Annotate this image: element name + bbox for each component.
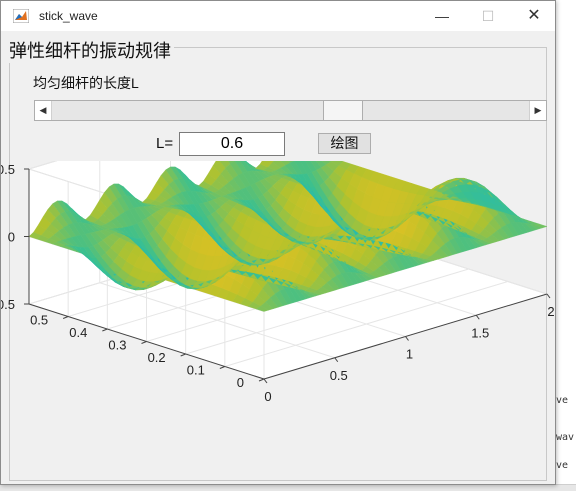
length-slider[interactable]: ◀ ▶ <box>34 100 547 121</box>
surface-mesh <box>28 161 548 312</box>
panel-title: 弹性细杆的振动规律 <box>6 37 174 63</box>
slider-left-arrow-icon[interactable]: ◀ <box>35 101 52 120</box>
x-tick-label: 0.5 <box>330 368 348 383</box>
y-tick-label: 0 <box>237 375 244 390</box>
y-tick <box>258 378 265 382</box>
y-tick-label: 0.2 <box>148 350 166 365</box>
x-tick <box>546 293 551 299</box>
z-tick-label: 0 <box>8 230 15 245</box>
background-text: wav <box>556 432 575 443</box>
surface-plot: 0 0.5 1 1.5 2 0 0.1 0.2 0.3 0.4 0.5 -0.5 0 0.5 <box>1 161 555 404</box>
title-bar[interactable]: stick_wave — ☐ ✕ <box>1 1 555 31</box>
matlab-icon <box>13 9 29 23</box>
y-tick-label: 0.5 <box>30 313 48 328</box>
z-tick-label: 0.5 <box>1 162 15 177</box>
x-tick <box>263 378 268 384</box>
length-input[interactable] <box>179 132 285 156</box>
y-tick-label: 0.4 <box>69 325 87 340</box>
x-tick-label: 1.5 <box>471 325 489 340</box>
grid-line <box>185 268 469 355</box>
surface-patch <box>270 161 275 163</box>
y-tick <box>219 366 226 369</box>
slider-right-arrow-icon[interactable]: ▶ <box>529 101 546 120</box>
y-tick <box>180 353 186 357</box>
background-text: ve <box>556 460 569 471</box>
surface-patch <box>533 223 548 229</box>
control-panel <box>9 47 547 481</box>
length-label: L= <box>156 135 174 152</box>
y-tick <box>62 316 69 319</box>
slider-label: 均匀细杆的长度L <box>33 75 139 91</box>
z-tick-label: -0.5 <box>1 297 15 312</box>
background-text: ve <box>556 395 569 406</box>
y-tick <box>141 341 147 344</box>
x-tick <box>475 314 480 320</box>
x-tick-label: 1 <box>406 347 413 362</box>
y-tick-label: 0.3 <box>108 338 126 353</box>
y-tick-label: 0.1 <box>187 363 205 378</box>
grid-line <box>224 281 508 367</box>
window-title: stick_wave <box>39 9 98 23</box>
x-tick <box>405 336 409 341</box>
plot-button[interactable]: 绘图 <box>318 133 371 154</box>
y-tick <box>102 328 108 332</box>
x-tick-label: 2 <box>547 304 554 319</box>
minimize-button[interactable]: — <box>435 8 449 24</box>
figure-window: stick_wave — ☐ ✕ 弹性细杆的振动规律 均匀细杆的长度L ◀ ▶ … <box>0 0 556 485</box>
slider-thumb[interactable] <box>323 101 364 120</box>
x-tick <box>334 357 339 363</box>
x-tick-label: 0 <box>264 389 271 404</box>
maximize-button[interactable]: ☐ <box>481 8 495 24</box>
close-button[interactable]: ✕ <box>527 7 541 24</box>
